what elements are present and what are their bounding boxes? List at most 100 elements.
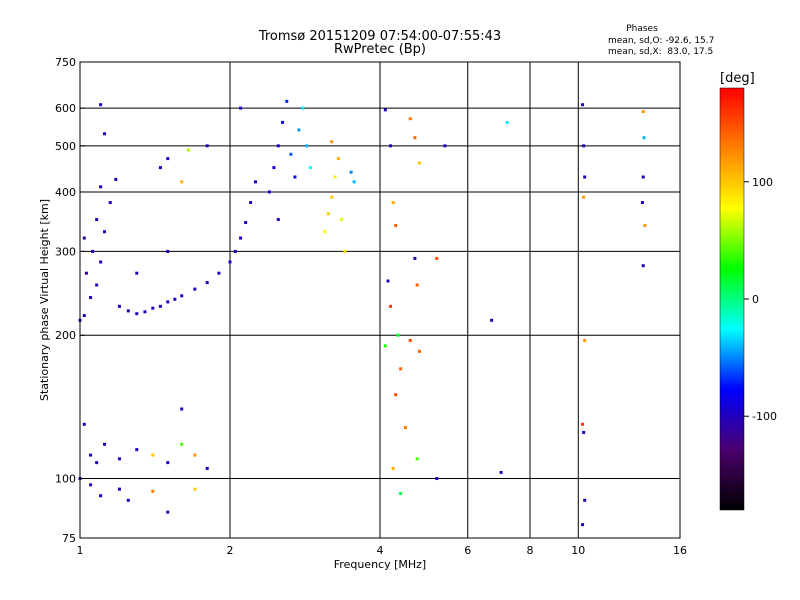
y-tick-label: 100 bbox=[55, 473, 76, 486]
y-axis: 75 100 200 300 400 500 600 750 bbox=[55, 56, 85, 545]
data-point bbox=[103, 230, 107, 234]
data-point bbox=[91, 249, 95, 253]
data-point bbox=[193, 287, 197, 291]
colorbar-tick-label: 100 bbox=[752, 176, 773, 189]
data-point bbox=[582, 430, 586, 434]
data-points bbox=[78, 99, 647, 527]
data-point bbox=[143, 310, 147, 314]
data-point bbox=[267, 190, 271, 194]
data-point bbox=[340, 218, 344, 222]
data-point bbox=[135, 312, 139, 316]
data-point bbox=[180, 294, 184, 298]
data-point bbox=[233, 249, 237, 253]
data-point bbox=[126, 309, 130, 313]
data-point bbox=[499, 470, 503, 474]
data-point bbox=[205, 466, 209, 470]
data-point bbox=[415, 457, 419, 461]
data-point bbox=[642, 136, 646, 140]
data-point bbox=[330, 140, 334, 144]
data-point bbox=[166, 249, 170, 253]
data-point bbox=[641, 110, 645, 114]
y-tick-label: 75 bbox=[62, 532, 76, 545]
data-point bbox=[193, 487, 197, 491]
data-point bbox=[389, 304, 393, 308]
x-tick-label: 6 bbox=[464, 544, 471, 557]
data-point bbox=[394, 393, 398, 397]
data-point bbox=[276, 144, 280, 148]
data-point bbox=[272, 166, 276, 170]
data-point bbox=[205, 281, 209, 285]
data-point bbox=[166, 510, 170, 514]
x-tick-label: 8 bbox=[527, 544, 534, 557]
data-point bbox=[383, 108, 387, 112]
data-point bbox=[336, 157, 340, 161]
y-tick-label: 750 bbox=[55, 56, 76, 69]
phase-stats-o-mode: mean, sd,O: -92.6, 15.7 bbox=[608, 36, 714, 46]
data-point bbox=[151, 489, 155, 493]
data-point bbox=[343, 249, 347, 253]
data-point bbox=[583, 338, 587, 342]
data-point bbox=[158, 304, 162, 308]
data-point bbox=[166, 300, 170, 304]
data-point bbox=[408, 117, 412, 121]
data-point bbox=[435, 477, 439, 481]
data-point bbox=[117, 304, 121, 308]
data-point bbox=[643, 224, 647, 228]
data-point bbox=[443, 144, 447, 148]
phase-stats-x-mode: mean, sd,X: 83.0, 17.5 bbox=[608, 47, 713, 57]
data-point bbox=[117, 457, 121, 461]
data-point bbox=[103, 442, 107, 446]
data-point bbox=[640, 201, 644, 205]
data-point bbox=[82, 422, 86, 426]
chart-subtitle: RwPretec (Bp) bbox=[334, 42, 426, 57]
data-point bbox=[103, 132, 107, 136]
data-point bbox=[99, 185, 103, 189]
data-point bbox=[581, 103, 585, 107]
data-point bbox=[403, 425, 407, 429]
data-point bbox=[89, 296, 93, 300]
data-point bbox=[276, 218, 280, 222]
data-point bbox=[253, 180, 257, 184]
data-point bbox=[415, 283, 419, 287]
data-point bbox=[582, 144, 586, 148]
data-point bbox=[126, 498, 130, 502]
data-point bbox=[352, 180, 356, 184]
data-point bbox=[166, 157, 170, 161]
data-point bbox=[166, 461, 170, 465]
x-axis-label: Frequency [MHz] bbox=[334, 558, 426, 571]
data-point bbox=[99, 494, 103, 498]
data-point bbox=[117, 487, 121, 491]
data-point bbox=[583, 498, 587, 502]
data-point bbox=[239, 106, 243, 110]
data-point bbox=[249, 201, 253, 205]
data-point bbox=[399, 367, 403, 371]
data-point bbox=[391, 201, 395, 205]
data-point bbox=[186, 148, 190, 152]
data-point bbox=[158, 166, 162, 170]
data-point bbox=[326, 212, 330, 216]
x-axis: 1 2 4 6 8 10 16 bbox=[77, 544, 688, 557]
grid-lines bbox=[80, 62, 680, 538]
data-point bbox=[151, 453, 155, 457]
colorbar-label: [deg] bbox=[720, 71, 755, 86]
data-point bbox=[281, 120, 285, 124]
x-tick-label: 16 bbox=[673, 544, 687, 557]
data-point bbox=[173, 297, 177, 301]
data-point bbox=[205, 144, 209, 148]
data-point bbox=[641, 264, 645, 268]
data-point bbox=[330, 195, 334, 199]
y-tick-label: 600 bbox=[55, 102, 76, 115]
data-point bbox=[435, 256, 439, 260]
data-point bbox=[301, 106, 305, 110]
data-point bbox=[490, 318, 494, 322]
data-point bbox=[383, 344, 387, 348]
data-point bbox=[180, 180, 184, 184]
data-point bbox=[239, 236, 243, 240]
y-tick-label: 300 bbox=[55, 245, 76, 258]
data-point bbox=[151, 306, 155, 310]
data-point bbox=[95, 461, 99, 465]
data-point bbox=[285, 99, 289, 103]
data-point bbox=[193, 453, 197, 457]
data-point bbox=[333, 175, 337, 179]
